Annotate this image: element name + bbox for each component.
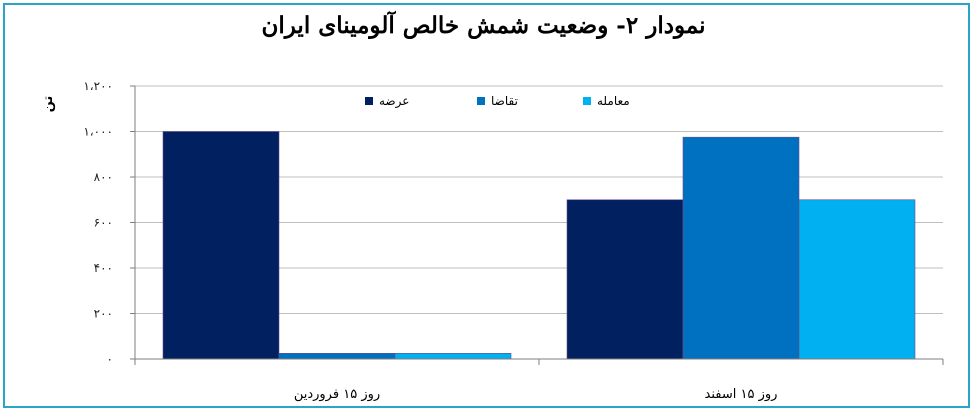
y-tick-label: ۱،۰۰۰	[83, 125, 113, 139]
bars	[162, 131, 916, 360]
legend-label: عرضه	[379, 94, 409, 109]
bar-2-2	[682, 136, 800, 360]
bar-1-2	[566, 199, 684, 360]
y-tick-label: ۰	[107, 352, 113, 366]
legend-label: معامله	[597, 94, 630, 108]
y-axis-ticks: ۰ ۲۰۰ ۴۰۰ ۶۰۰ ۸۰۰ ۱،۰۰۰ ۱،۲۰۰	[83, 79, 135, 366]
y-tick-label: ۶۰۰	[94, 216, 113, 230]
y-tick-label: ۲۰۰	[94, 307, 113, 321]
bar-2-1	[278, 353, 396, 360]
legend-swatch	[365, 97, 373, 105]
bar-3-2	[798, 199, 916, 360]
bar-1-1	[162, 131, 280, 360]
y-axis-unit-label: تن	[41, 96, 56, 113]
x-category-label: روز ۱۵ اسفند	[705, 387, 778, 402]
y-tick-label: ۴۰۰	[94, 261, 113, 275]
legend-swatch	[477, 97, 485, 105]
y-tick-label: ۱،۲۰۰	[83, 79, 113, 93]
y-tick-label: ۸۰۰	[94, 170, 113, 184]
bar-3-1	[394, 353, 512, 360]
chart-title: نمودار ۲- وضعیت شمش خالص آلومینای ایران	[261, 12, 706, 39]
legend-label: تقاضا	[491, 94, 518, 108]
legend-swatch	[583, 97, 591, 105]
x-axis-categories: روز ۱۵ فروردین روز ۱۵ اسفند	[294, 387, 778, 402]
x-category-label: روز ۱۵ فروردین	[294, 387, 380, 402]
legend: عرضه تقاضا معامله	[365, 94, 630, 109]
axes	[134, 86, 944, 365]
